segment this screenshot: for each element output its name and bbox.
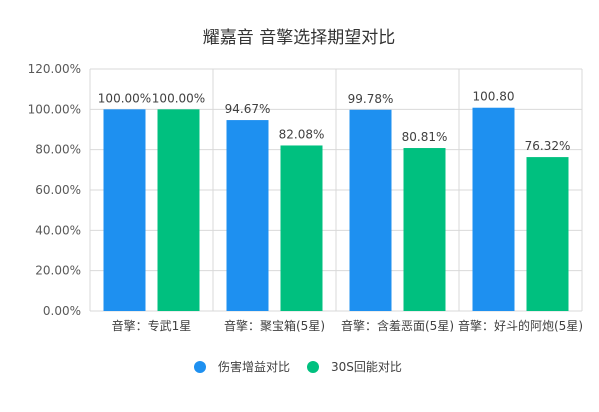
bar	[157, 109, 200, 311]
y-tick-label: 0.00%	[43, 304, 81, 318]
y-tick-label: 20.00%	[35, 264, 81, 278]
bar	[103, 109, 146, 311]
chart-title: 耀嘉音 音擎选择期望对比	[203, 28, 395, 48]
bar	[349, 109, 392, 311]
x-category-label: 音擎：专武1星	[112, 318, 192, 333]
bar	[226, 120, 269, 311]
legend-label: 伤害增益对比	[218, 359, 290, 374]
data-label: 100.00%	[98, 91, 151, 105]
x-axis: 音擎：专武1星 音擎：聚宝箱(5星) 音擎：含羞恶面(5星) 音擎：好斗的阿炮(5星)	[112, 318, 583, 333]
y-tick-label: 80.00%	[35, 143, 81, 157]
data-label: 82.08%	[279, 127, 325, 141]
bar	[472, 107, 515, 311]
y-tick-label: 40.00%	[35, 223, 81, 237]
bar	[280, 145, 323, 311]
x-category-label: 音擎：含羞恶面(5星)	[341, 318, 454, 333]
bar	[403, 148, 446, 311]
legend-marker	[194, 361, 206, 373]
y-axis: 0.00% 20.00% 40.00% 60.00% 80.00% 100.00% 120.…	[28, 62, 81, 318]
x-category-label: 音擎：聚宝箱(5星)	[224, 318, 325, 333]
bars	[103, 107, 569, 311]
data-label: 80.81%	[402, 130, 448, 144]
data-label: 76.32%	[525, 139, 571, 153]
bar	[526, 157, 569, 311]
legend-marker	[307, 361, 319, 373]
legend: 伤害增益对比 30S回能对比	[194, 359, 402, 374]
data-label: 94.67%	[225, 102, 271, 116]
data-label: 99.78%	[348, 92, 394, 106]
x-category-label: 音擎：好斗的阿炮(5星)	[458, 318, 583, 333]
y-tick-label: 120.00%	[28, 62, 81, 76]
y-tick-label: 100.00%	[28, 102, 81, 116]
data-label: 100.80	[473, 90, 515, 104]
y-tick-label: 60.00%	[35, 183, 81, 197]
data-labels: 100.00% 100.00% 94.67% 82.08% 99.78% 80.81% 10…	[98, 90, 571, 153]
data-label: 100.00%	[152, 91, 205, 105]
legend-label: 30S回能对比	[331, 360, 402, 374]
